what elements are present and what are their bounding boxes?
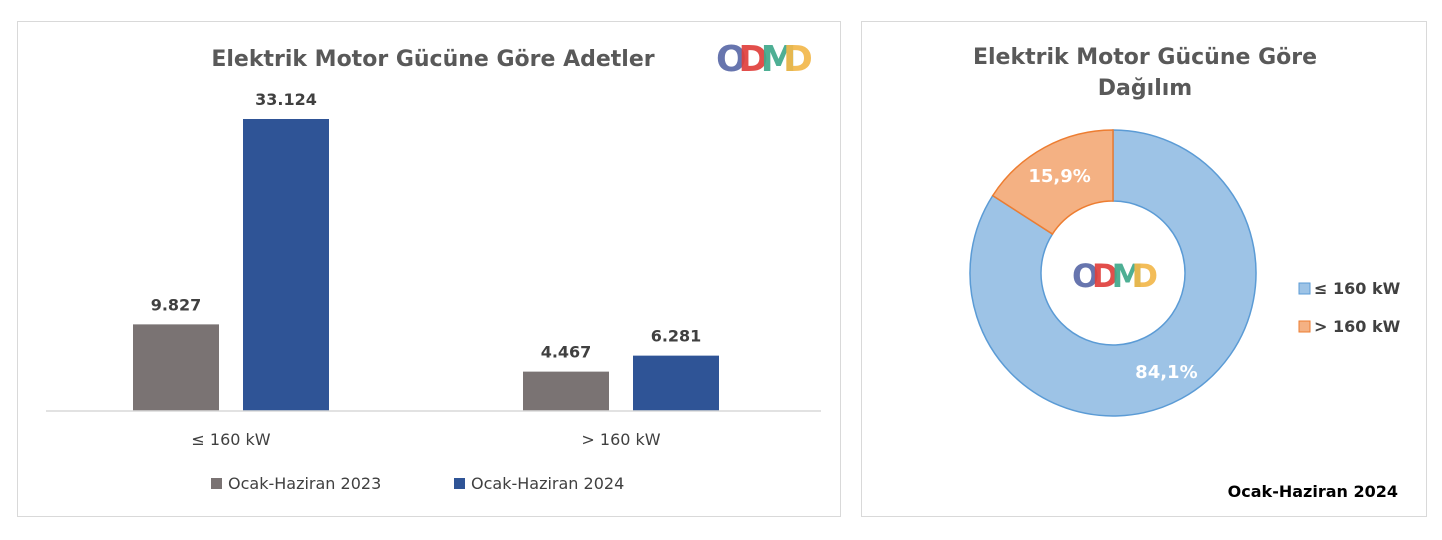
legend-swatch-0 [211,478,222,489]
bar-2023-0 [133,324,219,411]
donut-legend-label-0: ≤ 160 kW [1314,279,1401,298]
logo-letter: D [1092,257,1119,295]
bar-2024-0 [243,119,329,411]
x-tick-label: > 160 kW [581,430,660,449]
donut-chart-panel: Elektrik Motor Gücüne Göre Dağılım 84,1%… [861,21,1427,517]
logo-letter: D [738,39,768,80]
bar-data-label: 33.124 [255,90,317,109]
logo-letter: O [1072,257,1099,295]
legend-swatch-1 [454,478,465,489]
bar-chart: Elektrik Motor Gücüne Göre Adetler ODMD … [46,39,821,493]
logo-letter: M [1112,257,1144,295]
donut-slice-1 [991,129,1114,236]
bar-data-label: 4.467 [541,343,592,362]
donut-chart: Elektrik Motor Gücüne Göre Dağılım 84,1%… [969,45,1401,501]
donut-chart-title-line-2: Dağılım [1098,76,1192,101]
donut-legend-swatch-0 [1298,282,1311,295]
logo-letter: M [761,39,797,80]
donut-slice-0 [969,129,1257,417]
donut-legend-label-1: > 160 kW [1314,317,1401,336]
donut-data-label: 84,1% [1135,362,1197,383]
donut-legend-swatch-1 [1298,320,1311,333]
legend-label-1: Ocak-Haziran 2024 [471,474,624,493]
donut-chart-title-line-1: Elektrik Motor Gücüne Göre [973,45,1317,70]
period-label: Ocak-Haziran 2024 [1228,482,1398,501]
bar-2024-1 [633,355,719,411]
legend-label-0: Ocak-Haziran 2023 [228,474,381,493]
logo-letter: D [1132,257,1159,295]
bar-data-label: 6.281 [651,327,702,346]
bar-data-label: 9.827 [151,295,202,314]
donut-data-label: 15,9% [1028,166,1090,187]
logo-letter: D [783,39,813,80]
logo-letter: O [716,39,747,80]
x-tick-label: ≤ 160 kW [191,430,270,449]
bar-chart-title: Elektrik Motor Gücüne Göre Adetler [211,47,654,72]
bar-2023-1 [523,371,609,411]
